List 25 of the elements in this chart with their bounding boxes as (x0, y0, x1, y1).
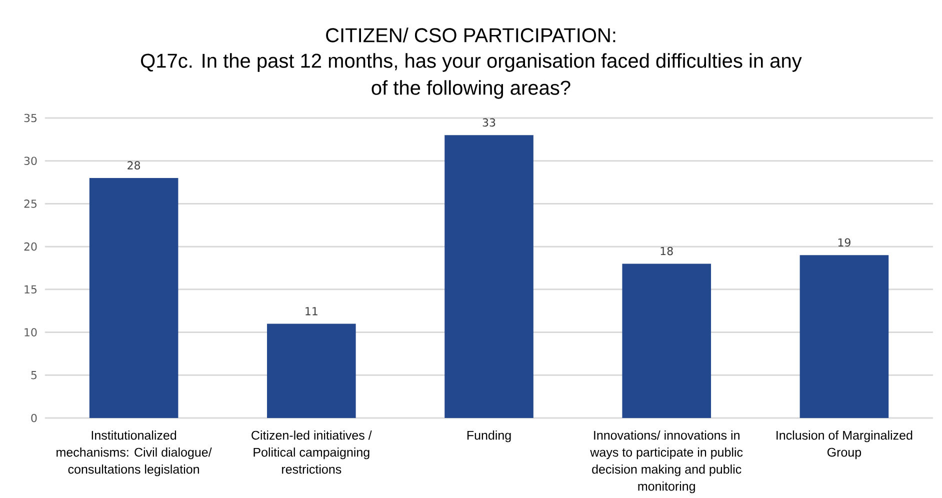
y-tick-label: 5 (31, 371, 37, 380)
chart-subtitle: Q17c. In the past 12 months, has your organisation faced difficulties in any of the following areas? (141, 53, 802, 99)
bar (267, 324, 356, 418)
x-tick-label: Inclusion of Marginalized Group (776, 430, 912, 460)
data-label: 19 (838, 238, 850, 247)
data-label: 28 (128, 161, 140, 170)
x-tick-label: Innovations/ innovations in ways to participate in public decision making and public monitoring (590, 430, 743, 494)
y-tick-label: 0 (31, 414, 37, 422)
bar (800, 255, 889, 418)
data-label: 33 (482, 118, 496, 127)
y-tick-label: 15 (24, 285, 37, 294)
x-tick-label: Citizen-led initiatives / Political campaigning restrictions (252, 430, 372, 474)
y-tick-label: 25 (24, 200, 37, 208)
data-label: 18 (660, 246, 673, 256)
y-tick-label: 35 (24, 114, 37, 122)
y-tick-label: 20 (24, 242, 37, 251)
bar (89, 178, 178, 418)
y-tick-label: 30 (24, 156, 37, 166)
bar (444, 135, 534, 418)
chart-title: CITIZEN/ CSO PARTICIPATION: (326, 28, 616, 42)
data-label: 11 (306, 307, 318, 316)
x-tick-label: Funding (467, 430, 511, 442)
x-tick-label: Institutionalized mechanisms: Civil dialogue/ consultations legislation (56, 430, 212, 476)
y-tick-label: 10 (24, 328, 37, 336)
bar (622, 264, 712, 418)
